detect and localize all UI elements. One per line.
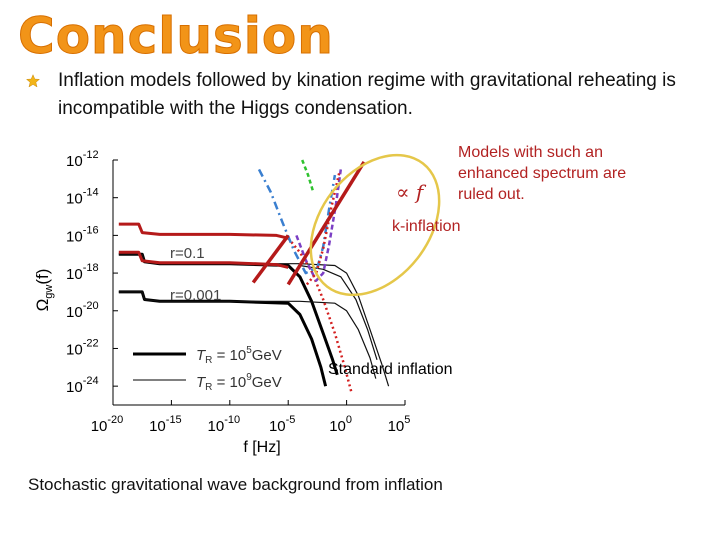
r-low-label: r=0.001 bbox=[170, 287, 221, 304]
slide-title: Conclusion bbox=[18, 7, 334, 66]
series-line-purple-dashed bbox=[295, 169, 343, 282]
series-line-green-dashed bbox=[301, 159, 314, 191]
series-line-darkred-line bbox=[251, 234, 290, 284]
series-layer bbox=[118, 159, 390, 393]
series-line-thin-black bbox=[299, 264, 378, 360]
series-line-red-solid bbox=[118, 222, 289, 240]
x-tick-label: 10-15 bbox=[149, 414, 182, 435]
series-line-red-dotted bbox=[305, 171, 341, 286]
slide-caption: Stochastic gravitational wave background… bbox=[28, 475, 443, 494]
y-tick-label: 10-12 bbox=[66, 149, 99, 170]
proportional-label: ∝ f bbox=[396, 180, 427, 204]
legend: TR = 105GeV TR = 109GeV bbox=[133, 345, 282, 393]
k-inflation-label: k-inflation bbox=[392, 218, 461, 235]
x-tick-label: 10-20 bbox=[91, 414, 124, 435]
y-axis-label: Ωgw(f) bbox=[33, 269, 55, 312]
series-line-red-solid bbox=[118, 250, 289, 269]
y-tick-label: 10-20 bbox=[66, 300, 99, 321]
standard-inflation-label: Standard inflation bbox=[328, 361, 453, 378]
series-line-thick-black bbox=[118, 290, 328, 387]
x-tick-label: 10-10 bbox=[208, 414, 241, 435]
highlight-ellipse bbox=[309, 153, 441, 297]
ruled-out-note: Models with such an enhanced spectrum ar… bbox=[458, 144, 627, 203]
plot-frame bbox=[112, 160, 405, 406]
series-line-red-dotted bbox=[287, 237, 353, 393]
y-tick-label: 10-18 bbox=[66, 262, 99, 283]
series-line-blue-dashdot bbox=[257, 168, 337, 275]
x-tick-label: 100 bbox=[329, 414, 352, 435]
legend-label-thin: TR = 109GeV bbox=[196, 372, 282, 393]
x-axis-label: f [Hz] bbox=[243, 439, 280, 456]
y-tick-label: 10-16 bbox=[66, 224, 99, 245]
y-tick-label: 10-22 bbox=[66, 337, 99, 358]
x-tick-label: 105 bbox=[388, 414, 411, 435]
y-tick-label: 10-14 bbox=[66, 187, 99, 208]
x-tick-label: 10-5 bbox=[269, 414, 295, 435]
star-icon bbox=[26, 74, 40, 88]
r-high-label: r=0.1 bbox=[170, 245, 205, 262]
axis-ticks: 10-20 10-15 10-10 10-5 100 105 10-12 10-14 10-16… bbox=[66, 149, 410, 435]
svg-text:Ωgw(f): Ωgw(f) bbox=[33, 269, 55, 312]
legend-label-thick: TR = 105GeV bbox=[196, 345, 282, 366]
series-line-darkred-line bbox=[286, 160, 366, 286]
y-tick-label: 10-24 bbox=[66, 375, 99, 396]
series-line-thin-black bbox=[118, 291, 377, 379]
bullet-text: Inflation models followed by kination re… bbox=[58, 70, 676, 119]
